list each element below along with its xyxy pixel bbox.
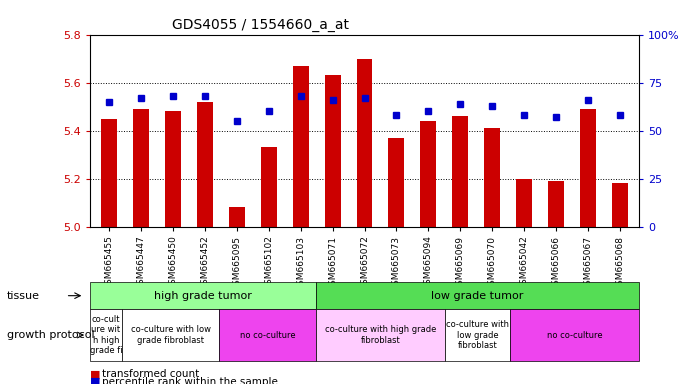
Text: no co-culture: no co-culture — [240, 331, 295, 339]
Bar — [453, 116, 468, 227]
Text: growth protocol: growth protocol — [7, 330, 95, 340]
Bar — [229, 207, 245, 227]
Text: high grade tumor: high grade tumor — [154, 291, 252, 301]
Bar — [197, 102, 213, 227]
Text: ■: ■ — [90, 369, 100, 379]
Bar — [101, 119, 117, 227]
Text: co-culture with low
grade fibroblast: co-culture with low grade fibroblast — [131, 325, 211, 345]
Text: co-culture with high grade
fibroblast: co-culture with high grade fibroblast — [325, 325, 436, 345]
Bar — [357, 58, 372, 227]
Bar — [293, 66, 309, 227]
Bar — [612, 184, 628, 227]
Bar — [165, 111, 181, 227]
Bar — [261, 147, 276, 227]
Text: GDS4055 / 1554660_a_at: GDS4055 / 1554660_a_at — [172, 18, 349, 32]
Text: low grade tumor: low grade tumor — [431, 291, 524, 301]
Bar — [420, 121, 436, 227]
Text: co-cult
ure wit
h high
grade fi: co-cult ure wit h high grade fi — [90, 315, 122, 355]
Text: co-culture with
low grade
fibroblast: co-culture with low grade fibroblast — [446, 320, 509, 350]
Bar — [484, 128, 500, 227]
Bar — [516, 179, 532, 227]
Bar — [548, 181, 564, 227]
Text: ■: ■ — [90, 377, 100, 384]
Text: transformed count: transformed count — [102, 369, 200, 379]
Bar — [580, 109, 596, 227]
Text: tissue: tissue — [7, 291, 40, 301]
Bar — [325, 75, 341, 227]
Bar — [388, 138, 404, 227]
Bar — [133, 109, 149, 227]
Text: percentile rank within the sample: percentile rank within the sample — [102, 377, 278, 384]
Text: no co-culture: no co-culture — [547, 331, 603, 339]
